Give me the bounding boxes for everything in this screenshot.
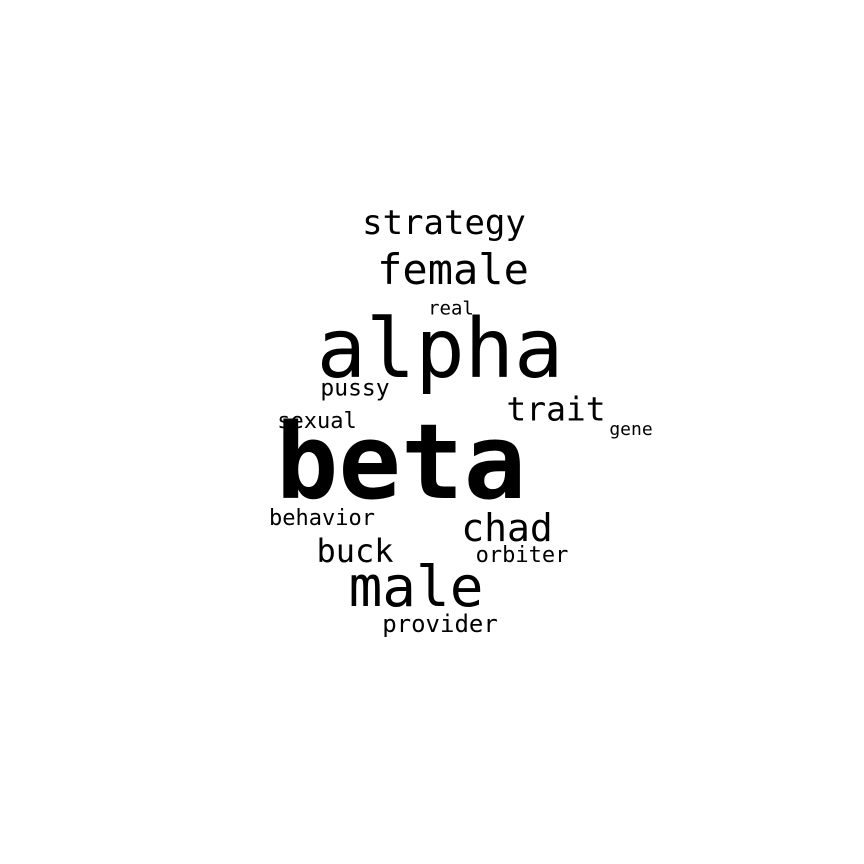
word-orbiter: orbiter: [475, 543, 569, 568]
word-male: male: [348, 555, 484, 620]
word-chad: chad: [461, 506, 553, 550]
word-provider: provider: [382, 610, 498, 638]
word-alpha: alpha: [316, 302, 564, 397]
word-sexual: sexual: [277, 409, 357, 434]
word-gene: gene: [609, 419, 653, 440]
word-trait: trait: [506, 389, 606, 429]
word-pussy: pussy: [320, 375, 390, 402]
word-real: real: [428, 297, 474, 320]
word-buck: buck: [316, 532, 394, 570]
word-beta: beta: [275, 401, 527, 523]
word-behavior: behavior: [269, 506, 375, 531]
word-strategy: strategy: [362, 203, 526, 243]
word-female: female: [377, 245, 529, 294]
